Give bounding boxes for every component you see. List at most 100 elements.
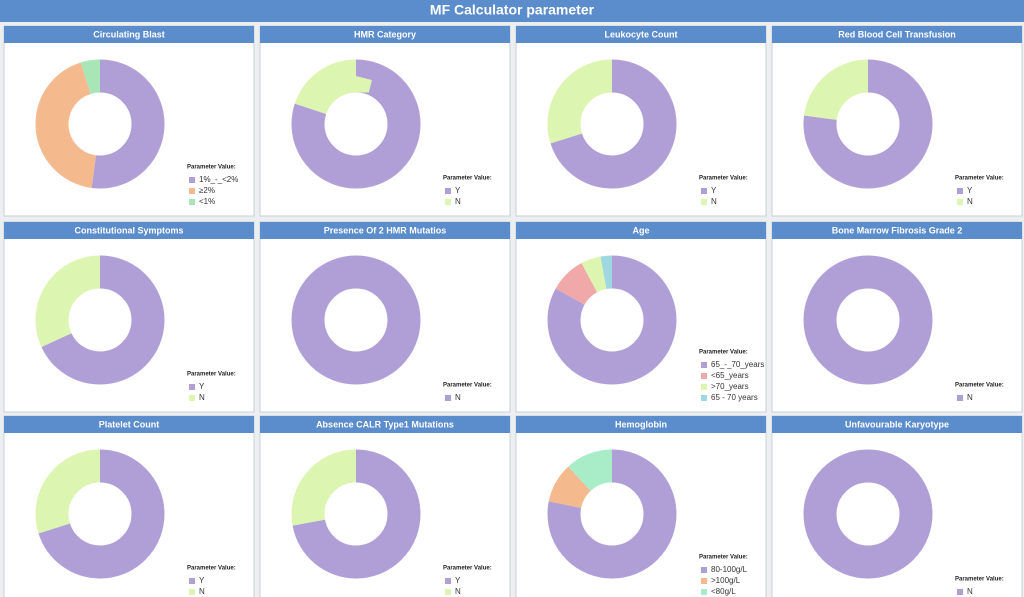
panel-header: [772, 416, 1022, 433]
legend-swatch: [445, 578, 451, 584]
legend-title: Parameter Value:: [955, 577, 1004, 583]
page-title: MF Calculator parameter: [430, 2, 595, 18]
legend-swatch: [701, 395, 707, 401]
panel-title: Leukocyte Count: [604, 29, 677, 39]
panel-title: Age: [632, 225, 649, 235]
panel-header: [260, 222, 510, 239]
legend-title: Parameter Value:: [187, 566, 236, 572]
legend-swatch: [701, 373, 707, 379]
panel-title: Constitutional Symptoms: [74, 225, 183, 235]
legend-label: ≥2%: [199, 186, 215, 195]
panel-header: [260, 26, 510, 43]
legend-label: N: [455, 393, 461, 402]
legend-label: N: [455, 197, 461, 206]
donut-slice: [547, 59, 677, 189]
legend-label: <80g/L: [711, 587, 736, 596]
legend-swatch: [189, 578, 195, 584]
legend-label: N: [711, 197, 717, 206]
legend-swatch: [701, 567, 707, 573]
legend-swatch: [189, 589, 195, 595]
legend-title: Parameter Value:: [443, 566, 492, 572]
panel-header: [516, 222, 766, 239]
legend-title: Parameter Value:: [699, 176, 748, 182]
donut-slice: [35, 449, 165, 579]
donut-slice: [291, 449, 421, 579]
legend-label: Y: [199, 576, 205, 585]
legend-swatch: [189, 177, 195, 183]
legend-title: Parameter Value:: [955, 383, 1004, 389]
legend-title: Parameter Value:: [187, 165, 236, 171]
legend-title: Parameter Value:: [443, 383, 492, 389]
panel-title: Hemoglobin: [615, 419, 667, 429]
legend-swatch: [701, 199, 707, 205]
panel-title: HMR Category: [354, 29, 416, 39]
panel-header: [4, 416, 254, 433]
panel-title: Platelet Count: [99, 419, 160, 429]
legend-swatch: [701, 362, 707, 368]
legend-label: >70_years: [711, 382, 749, 391]
panel-title: Bone Marrow Fibrosis Grade 2: [832, 225, 963, 235]
legend-label: Y: [711, 186, 717, 195]
legend-label: >100g/L: [711, 576, 741, 585]
legend-swatch: [957, 188, 963, 194]
legend-label: <1%: [199, 197, 215, 206]
legend-swatch: [189, 199, 195, 205]
donut-slice: [291, 255, 421, 385]
legend-label: 65 - 70 years: [711, 393, 758, 402]
panel-title: Unfavourable Karyotype: [845, 419, 949, 429]
legend-label: Y: [455, 576, 461, 585]
panel-title: Circulating Blast: [93, 29, 165, 39]
panel-title: Red Blood Cell Transfusion: [838, 29, 956, 39]
panel-header: [4, 222, 254, 239]
panel-header: [4, 26, 254, 43]
donut-slice: [35, 59, 165, 189]
donut-slice: [803, 59, 933, 189]
legend-label: N: [199, 393, 205, 402]
header-bar: [0, 0, 1024, 22]
donut-slice: [803, 449, 933, 579]
legend-title: Parameter Value:: [955, 176, 1004, 182]
legend-swatch: [189, 384, 195, 390]
legend-swatch: [445, 395, 451, 401]
panel-header: [772, 26, 1022, 43]
legend-label: N: [455, 587, 461, 596]
panel-header: [516, 416, 766, 433]
legend-title: Parameter Value:: [699, 555, 748, 561]
legend-swatch: [957, 395, 963, 401]
legend-label: Y: [967, 186, 973, 195]
legend-swatch: [701, 384, 707, 390]
panel-title: Presence Of 2 HMR Mutatios: [324, 225, 447, 235]
legend-label: <65_years: [711, 371, 749, 380]
panel-header: [772, 222, 1022, 239]
legend-swatch: [445, 188, 451, 194]
donut-slice: [35, 255, 165, 385]
donut-slice: [803, 255, 933, 385]
legend-swatch: [189, 188, 195, 194]
legend-label: N: [967, 587, 973, 596]
donut-slice: [547, 449, 677, 579]
legend-label: N: [967, 393, 973, 402]
legend-title: Parameter Value:: [443, 176, 492, 182]
legend-swatch: [957, 589, 963, 595]
panel-title: Absence CALR Type1 Mutations: [316, 419, 454, 429]
legend-label: 80-100g/L: [711, 565, 748, 574]
legend-swatch: [701, 578, 707, 584]
legend-swatch: [701, 589, 707, 595]
legend-label: N: [967, 197, 973, 206]
legend-title: Parameter Value:: [187, 372, 236, 378]
donut-slice: [35, 59, 165, 189]
legend-label: 1%_-_<2%: [199, 175, 238, 184]
legend-swatch: [445, 199, 451, 205]
panel-header: [516, 26, 766, 43]
legend-label: N: [199, 587, 205, 596]
donut-slice: [291, 59, 421, 189]
panel-header: [260, 416, 510, 433]
legend-label: 65_-_70_years: [711, 360, 764, 369]
legend-label: Y: [199, 382, 205, 391]
donut-slice: [547, 255, 677, 385]
legend-swatch: [701, 188, 707, 194]
legend-title: Parameter Value:: [699, 350, 748, 356]
legend-swatch: [189, 395, 195, 401]
legend-label: Y: [455, 186, 461, 195]
